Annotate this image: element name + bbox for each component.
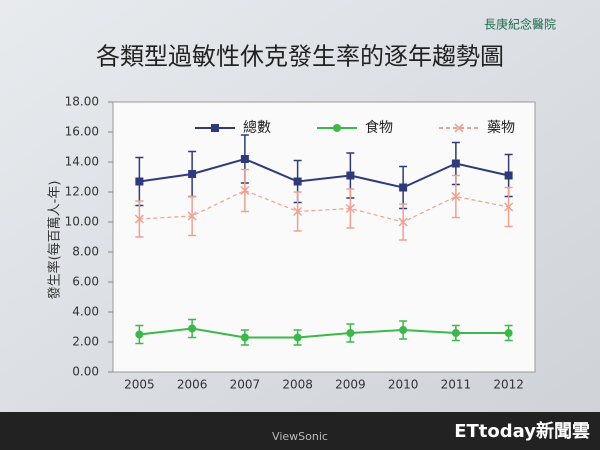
x-tick-label: 2007 bbox=[230, 378, 261, 392]
legend-label: 藥物 bbox=[487, 120, 515, 136]
point bbox=[293, 333, 302, 342]
y-tick-label: 6.00 bbox=[72, 275, 99, 289]
point bbox=[451, 329, 460, 337]
legend-label: 總數 bbox=[243, 119, 271, 136]
y-tick-label: 4.00 bbox=[72, 305, 99, 319]
legend-label: 食物 bbox=[365, 119, 393, 136]
point bbox=[399, 183, 408, 192]
watermark: ETtoday新聞雲 bbox=[454, 420, 590, 442]
x-tick-label: 2005 bbox=[124, 378, 155, 392]
chart-title: 各類型過敏性休克發生率的逐年趨勢圖 bbox=[96, 43, 504, 71]
point bbox=[293, 206, 303, 217]
point bbox=[240, 333, 249, 342]
point bbox=[399, 326, 408, 334]
point bbox=[346, 171, 355, 180]
point bbox=[346, 329, 355, 337]
point bbox=[504, 171, 513, 180]
y-tick-label: 2.00 bbox=[72, 335, 99, 349]
x-tick-label: 2009 bbox=[335, 378, 366, 392]
legend-marker bbox=[211, 124, 219, 132]
point bbox=[293, 177, 302, 186]
point bbox=[188, 170, 197, 178]
series-line bbox=[139, 189, 509, 223]
point bbox=[504, 329, 513, 337]
monitor-brand: ViewSonic bbox=[272, 430, 328, 443]
point bbox=[504, 202, 514, 212]
plot-area bbox=[112, 101, 536, 373]
point bbox=[187, 211, 197, 221]
x-tick-label: 2012 bbox=[493, 378, 524, 392]
y-axis-label: 發生率(每百萬人-年) bbox=[47, 181, 63, 300]
x-tick-label: 2006 bbox=[177, 378, 208, 392]
point bbox=[451, 191, 461, 202]
series-line bbox=[139, 327, 509, 339]
x-tick-label: 2011 bbox=[441, 378, 472, 392]
point bbox=[345, 203, 355, 214]
x-tick-label: 2010 bbox=[388, 378, 419, 392]
logo: 長庚紀念醫院 bbox=[484, 17, 556, 32]
point bbox=[240, 155, 249, 163]
legend-marker bbox=[333, 124, 341, 132]
y-tick-label: 14.00 bbox=[65, 155, 99, 169]
point bbox=[451, 159, 460, 168]
y-tick-label: 8.00 bbox=[72, 245, 99, 259]
point bbox=[240, 185, 250, 196]
y-tick-label: 10.00 bbox=[65, 215, 99, 229]
point bbox=[398, 217, 408, 227]
y-tick-label: 16.00 bbox=[65, 125, 99, 139]
series-line bbox=[139, 157, 509, 189]
y-tick-label: 18.00 bbox=[65, 95, 99, 109]
point bbox=[188, 324, 197, 333]
y-tick-label: 0.00 bbox=[72, 365, 99, 379]
point bbox=[135, 330, 144, 339]
y-tick-label: 12.00 bbox=[65, 185, 99, 199]
point bbox=[134, 214, 144, 224]
x-tick-label: 2008 bbox=[282, 378, 313, 392]
point bbox=[135, 177, 144, 186]
monitor-bezel bbox=[0, 412, 600, 450]
legend-marker bbox=[454, 123, 464, 133]
